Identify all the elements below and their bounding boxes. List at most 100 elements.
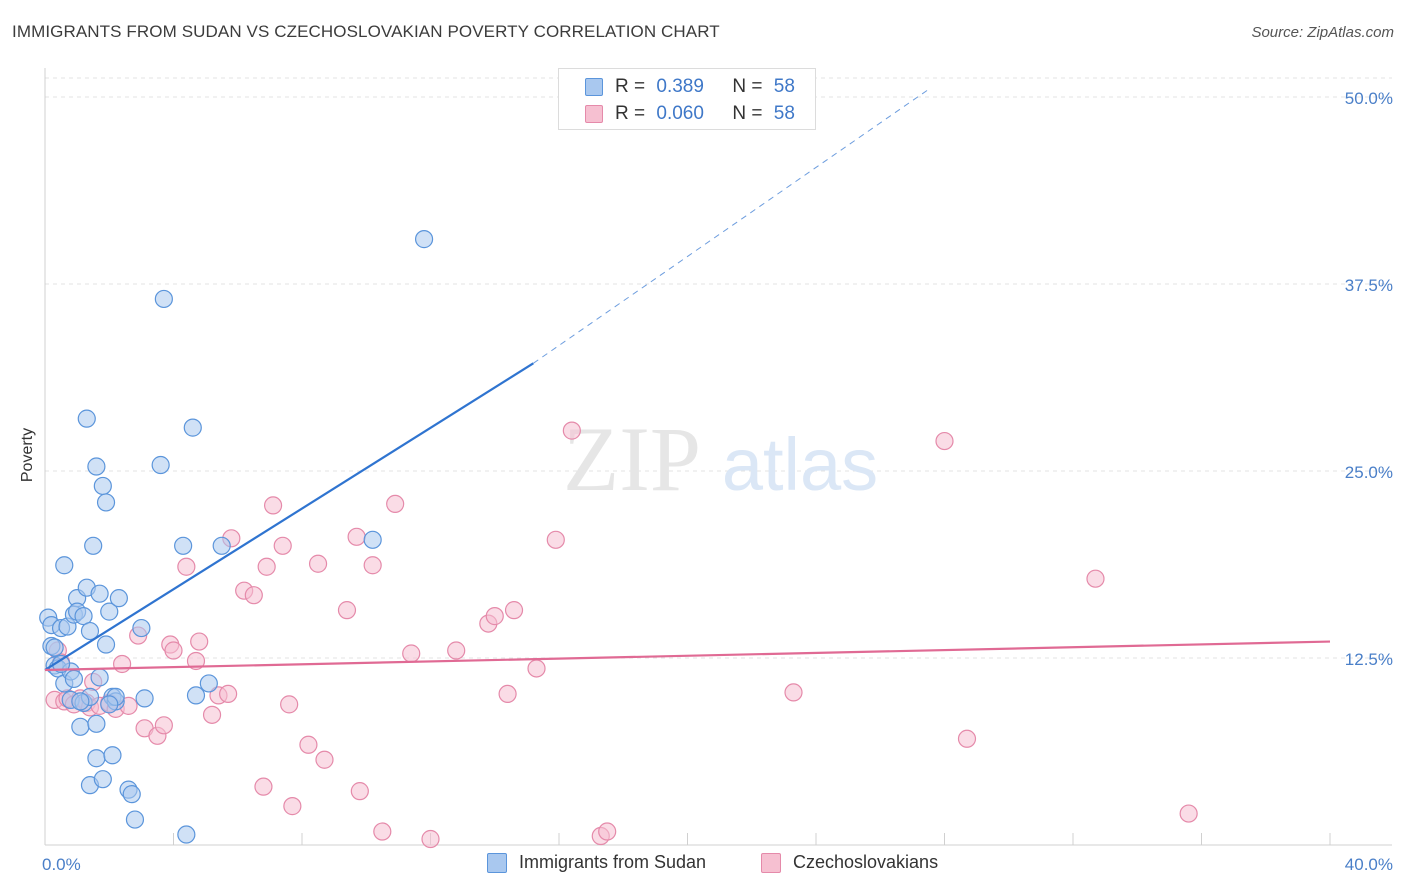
legend-r-label: R = [615,103,646,124]
czechoslovakians-point [598,822,617,841]
sudan-point [212,536,231,555]
sudan-point [199,674,218,693]
legend-n-value: 58 [773,103,795,124]
czechoslovakians-point [202,705,222,724]
czechoslovakians-point [386,494,405,514]
czechoslovakians-point [935,431,954,451]
legend-swatch-pink [761,852,781,873]
czechoslovakians-point [527,659,546,678]
y-tick-label: 12.5% [1345,650,1393,669]
czechoslovakians-point [299,735,318,754]
sudan-point [84,536,103,555]
czechoslovakians-point [257,557,276,576]
czechoslovakians-point [373,822,392,841]
sudan-point [103,746,122,765]
legend-item-czechoslovakians[interactable]: Czechoslovakians [761,852,938,873]
sudan-point [186,686,206,705]
x-tick-label: 40.0% [1345,855,1393,874]
czechoslovakians-point [263,496,283,515]
czechoslovakians-trend-line [44,640,1331,672]
trend-lines [44,89,1331,672]
gridlines [45,77,1392,659]
czechoslovakians-point [498,684,517,704]
czechoslovakians-point [957,729,977,748]
sudan-point [96,635,116,654]
correlation-legend: R = 0.389 N = 58 R = 0.060 N = 58 [558,68,816,130]
czechoslovakians-point [219,684,238,704]
czechoslovakians-point [186,651,206,671]
legend-label-sudan: Immigrants from Sudan [519,852,707,872]
sudan-point [183,418,202,437]
legend-r-value: 0.060 [656,103,704,124]
legend-swatch-pink [585,105,603,123]
sudan-point [90,584,109,603]
sudan-point [414,230,434,249]
legend-r-label: R = [615,76,646,97]
czechoslovakians-point [447,641,466,660]
legend-row-sudan: R = 0.389 N = 58 [585,75,795,99]
sudan-point [363,530,382,549]
legend-swatch-blue [585,78,603,96]
sudan-point [122,785,141,804]
sudan-point [93,770,112,789]
sudan-point [64,669,84,689]
czechoslovakians-point [177,557,196,576]
watermark-atlas: atlas [722,423,878,506]
czechoslovakians-point [280,695,299,714]
sudan-point [80,621,100,641]
czechoslovakians-point [402,644,421,663]
y-tick-label: 50.0% [1345,89,1393,108]
legend-r-value: 0.389 [656,76,704,97]
czechoslovakians-point [273,536,292,555]
sudan-point [135,689,154,708]
sudan-point [100,695,119,714]
y-tick-label: 37.5% [1345,276,1393,295]
czechoslovakians-point [562,421,581,440]
legend-row-czechoslovakians: R = 0.060 N = 58 [585,102,795,126]
czechoslovakians-point [1179,804,1198,823]
sudan-point [87,714,106,733]
sudan-point [71,717,90,736]
sudan-point [87,749,106,768]
sudan-point [74,607,93,626]
sudan-trend-line [44,362,534,671]
sudan-point [90,668,109,687]
legend-n-label: N = [732,103,763,124]
czechoslovakians-point [283,797,302,816]
legend-item-sudan[interactable]: Immigrants from Sudan [487,852,706,873]
source-label: Source: ZipAtlas.com [1251,24,1394,41]
czechoslovakians-point [337,601,357,620]
czechoslovakians-point [154,716,173,735]
czechoslovakians-point [112,654,132,674]
czechoslovakians-point [254,777,273,796]
czechoslovakians-point [315,750,334,769]
legend-label-czechoslovakians: Czechoslovakians [793,852,939,872]
sudan-point [55,556,74,575]
watermark: ZIP atlas [563,408,878,510]
czechoslovakians-point [504,601,524,620]
sudan-point [132,618,151,638]
czechoslovakians-point [363,556,382,575]
legend-n-label: N = [732,76,763,97]
sudan-point [87,457,106,476]
sudan-point [125,810,145,829]
x-tick-label: 0.0% [42,855,81,874]
czechoslovakians-point [190,632,209,651]
czechoslovakians-point [485,607,504,626]
sudan-point [151,455,170,475]
sudan-point [45,638,64,657]
sudan-point [177,825,196,844]
czechoslovakians-point [1086,569,1105,588]
legend-swatch-blue [487,852,507,873]
tick-labels: 12.5% 25.0% 37.5% 50.0% 0.0% 40.0% [42,89,1393,874]
sudan-point [71,692,90,711]
czechoslovakians-point [784,683,803,702]
czechoslovakians-point [350,782,369,801]
czechoslovakians-point [308,554,328,573]
sudan-point [96,493,116,512]
sudan-point [77,409,96,428]
sudan-point [100,602,119,621]
axes [44,68,1392,846]
series-legend: Immigrants from Sudan Czechoslovakians [0,852,1406,878]
